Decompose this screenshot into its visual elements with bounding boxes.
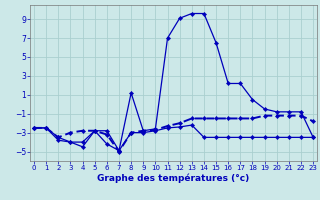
X-axis label: Graphe des températures (°c): Graphe des températures (°c) bbox=[98, 174, 250, 183]
